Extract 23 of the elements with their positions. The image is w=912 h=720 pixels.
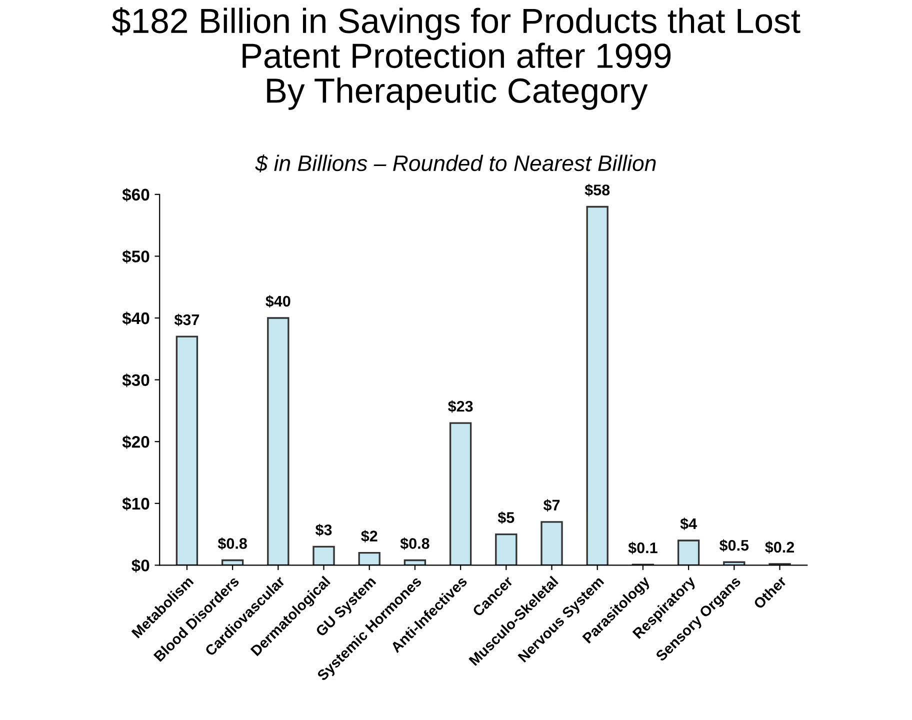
data-label: $40 <box>266 295 290 308</box>
chart-subtitle: $ in Billions – Rounded to Nearest Billion <box>255 154 656 172</box>
chart-title: $182 Billion in Savings for Products that Lost Patent Protection after 1999 By Therapeutic Category <box>112 7 800 110</box>
data-label: $0.8 <box>218 537 247 550</box>
y-tick-label: $40 <box>122 312 150 326</box>
data-label: $0.2 <box>765 541 794 554</box>
data-label: $2 <box>361 530 378 542</box>
data-label: $0.1 <box>628 542 658 554</box>
data-label: $3 <box>315 524 332 536</box>
data-label: $37 <box>174 314 200 326</box>
data-label: $58 <box>584 184 610 196</box>
y-tick-label: $10 <box>122 497 150 511</box>
y-tick-label: $20 <box>122 435 150 449</box>
y-tick-label: $50 <box>122 250 150 264</box>
y-tick-label: $0 <box>132 558 150 572</box>
data-label: $0.8 <box>400 537 430 550</box>
y-tick-label: $60 <box>122 188 150 202</box>
data-label: $4 <box>680 518 697 530</box>
data-label: $7 <box>543 499 560 512</box>
data-label: $0.5 <box>719 539 749 552</box>
data-label: $5 <box>498 511 514 524</box>
data-label: $23 <box>448 400 473 413</box>
y-tick-label: $30 <box>122 373 150 388</box>
